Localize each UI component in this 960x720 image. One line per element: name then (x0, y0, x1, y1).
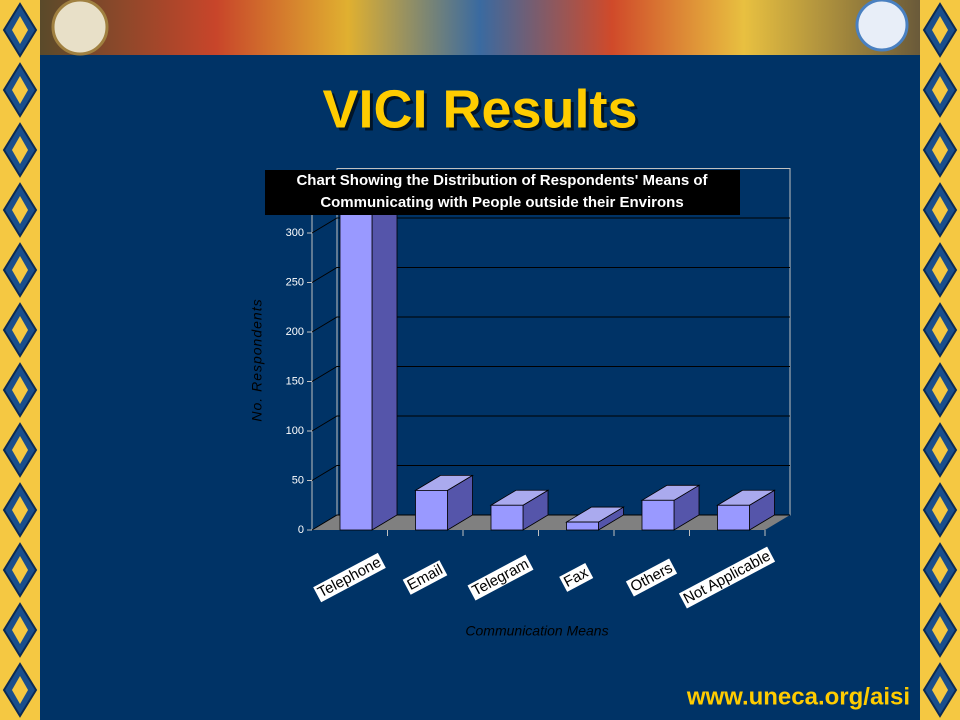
x-tick-label: Telegram (469, 556, 531, 600)
aisi-logo (51, 0, 109, 56)
x-tick-bg (625, 558, 678, 597)
chart-title-box (265, 170, 740, 215)
chart-title: Communicating with People outside their … (320, 194, 683, 211)
x-tick-group: Others (625, 558, 678, 597)
y-tick-label: 150 (286, 375, 304, 387)
x-tick-label: Email (404, 561, 445, 594)
x-tick-group: Telegram (467, 554, 534, 601)
y-tick-label: 0 (298, 524, 304, 536)
bar (566, 521, 599, 531)
bar (717, 504, 750, 531)
left-border (0, 0, 40, 720)
right-border (920, 0, 960, 720)
x-tick-group: Not Applicable (678, 546, 776, 609)
x-tick-group: Email (402, 560, 448, 595)
y-tick-label: 200 (286, 326, 304, 338)
grid-line (311, 366, 790, 382)
bar (339, 192, 373, 531)
x-tick-group: Telephone (313, 552, 386, 603)
bar-side (371, 177, 398, 531)
x-tick-bg (402, 560, 448, 595)
x-tick-label: Telephone (315, 554, 384, 602)
chart-title: Chart Showing the Distribution of Respon… (296, 172, 708, 189)
bar (490, 504, 524, 531)
banner (40, 0, 920, 55)
grid-line (311, 415, 790, 432)
chart: 0 50 100 150 200 250 300 Telephone Email Telegram… (249, 168, 791, 639)
y-tick-label: 50 (292, 474, 304, 486)
y-tick-label: 100 (286, 425, 304, 437)
un-logo (855, 0, 909, 52)
x-tick-group: Fax (559, 562, 594, 592)
url: www.uneca.org/aisi (686, 683, 910, 710)
y-tick-label: 300 (286, 227, 304, 239)
grid-line (311, 217, 790, 234)
x-tick-bg (467, 554, 534, 601)
grid-line (311, 465, 790, 481)
back-wall (336, 168, 791, 516)
x-tick-bg (678, 546, 776, 609)
bar (415, 489, 448, 531)
x-tick-label: Others (628, 559, 676, 595)
slide-title: VICI Results (322, 79, 637, 139)
grid-line (311, 316, 790, 333)
y-tick-label: 250 (286, 276, 304, 288)
bar (641, 499, 675, 531)
grid-line (311, 514, 790, 531)
x-axis-label: Communication Means (465, 623, 608, 639)
slide-title-shadow: VICI Results (325, 82, 640, 142)
grid-line (311, 267, 790, 283)
x-tick-bg (313, 552, 386, 603)
y-axis-label: No. Respondents (249, 298, 265, 421)
x-tick-bg (559, 562, 594, 592)
x-tick-label: Not Applicable (681, 548, 774, 608)
